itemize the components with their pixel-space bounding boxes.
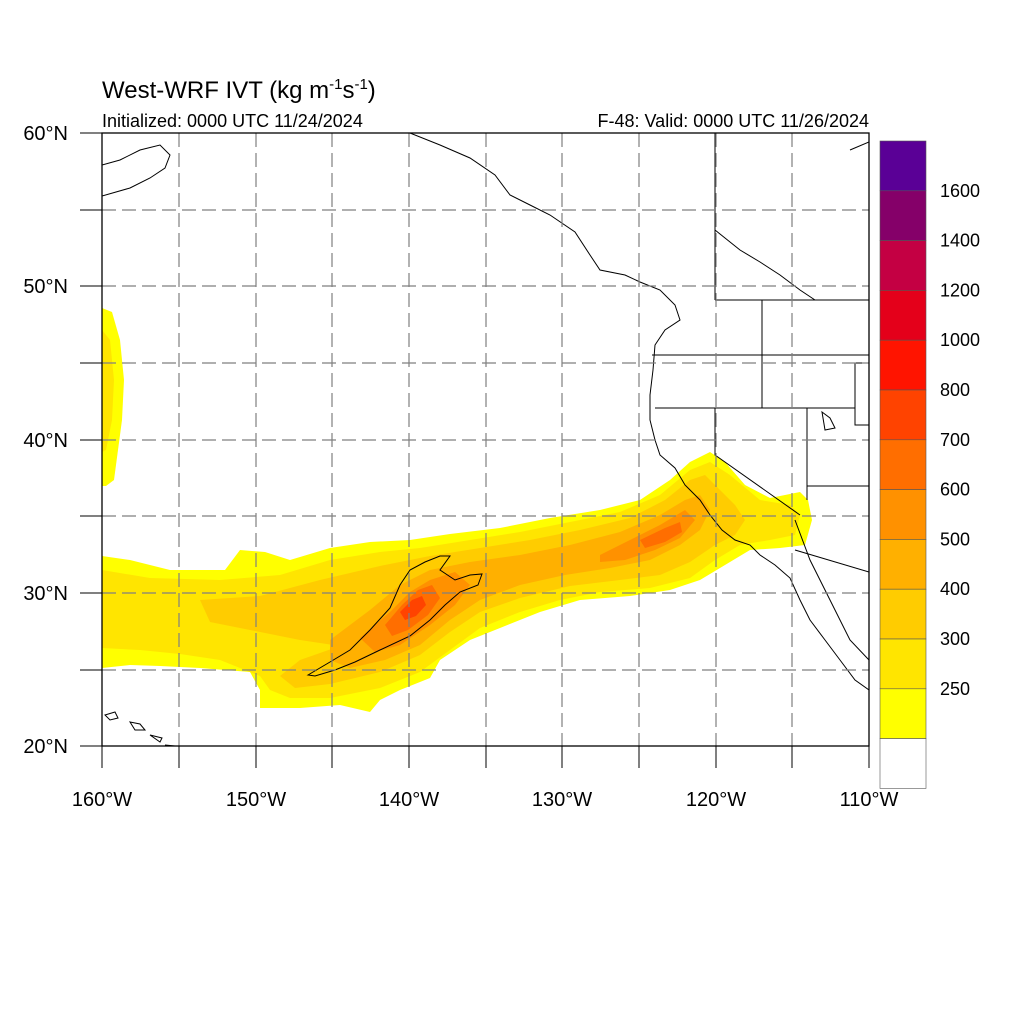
colorbar-box [879,339,927,391]
colorbar-label: 1200 [940,280,980,300]
lon-label: 130°W [532,789,592,811]
ivt-shading-west [102,308,124,486]
colorbar-label: 1000 [940,330,980,350]
lat-label: 20°N [23,736,68,758]
colorbar-label: 800 [940,380,970,400]
colorbar-box [879,738,927,789]
colorbar-box [879,588,927,640]
colorbar-label: 1600 [940,181,980,201]
colorbar: 250 300 400 500 600 700 800 1000 1200 1400 1600 [879,140,980,789]
colorbar-label: 600 [940,480,970,500]
colorbar-box [879,389,927,441]
colorbar-box [879,140,927,192]
colorbar-label: 700 [940,430,970,450]
colorbar-label: 250 [940,679,970,699]
valid-time: F-48: Valid: 0000 UTC 11/26/2024 [598,111,870,131]
lat-labels: 60°N 50°N 40°N 30°N 20°N [23,123,68,758]
lon-label: 120°W [686,789,746,811]
ivt-shading-river [102,452,812,712]
lon-label: 110°W [840,789,899,811]
colorbar-box [879,240,927,291]
lon-labels: 160°W 150°W 140°W 130°W 120°W 110°W [72,789,899,811]
colorbar-box [879,439,927,490]
colorbar-box [879,290,927,341]
lon-label: 150°W [226,789,286,811]
colorbar-label: 400 [940,579,970,599]
lat-label: 50°N [23,276,68,298]
colorbar-label: 500 [940,529,970,549]
colorbar-box [879,190,927,241]
colorbar-box [879,539,927,590]
ivt-contour-line [306,555,483,677]
lat-label: 40°N [23,430,68,452]
colorbar-label: 1400 [940,231,980,251]
lon-label: 140°W [379,789,439,811]
colorbar-label: 300 [940,629,970,649]
lat-label: 60°N [23,123,68,145]
axis-ticks [80,132,870,768]
colorbar-box [879,688,927,739]
init-time: Initialized: 0000 UTC 11/24/2024 [102,111,363,131]
lon-label: 160°W [72,789,132,811]
map-panel: 160°W 150°W 140°W 130°W 120°W 110°W 60°N… [23,123,898,811]
gridlines [102,133,869,746]
colorbar-box [879,489,927,540]
lat-label: 30°N [23,583,68,605]
colorbar-box [879,638,927,690]
plot-title: West-WRF IVT (kg m-1s-1) [102,76,376,104]
coastlines [102,133,869,746]
